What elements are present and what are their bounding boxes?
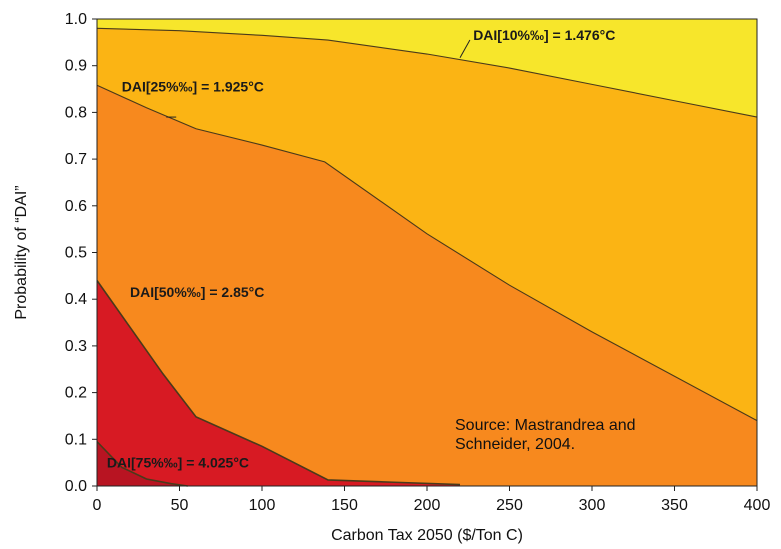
x-tick-label: 100 [249, 497, 276, 514]
threshold-annotation-0: DAI[10%‰] = 1.476°C [473, 27, 615, 43]
annotation-leader-0 [459, 39, 471, 59]
threshold-annotation-2: DAI[50%‰] = 2.85°C [130, 284, 264, 300]
boundary-line-4 [96, 441, 188, 487]
boundary-layer [96, 27, 758, 487]
x-axis-title: Carbon Tax 2050 ($/Ton C) [331, 527, 523, 544]
y-tick-label: 1.0 [65, 11, 87, 28]
x-tick-label: 250 [496, 497, 523, 514]
x-tick-label: 50 [171, 497, 189, 514]
x-tick-label: 0 [93, 497, 102, 514]
y-tick-label: 0.2 [65, 385, 87, 402]
y-tick-label: 0.6 [65, 198, 87, 215]
y-tick-label: 0.7 [65, 151, 87, 168]
y-tick-label: 0.5 [65, 245, 87, 262]
y-tick-label: 0.1 [65, 431, 87, 448]
boundary-line-3 [96, 280, 461, 486]
x-tick-label: 350 [661, 497, 688, 514]
area-fill-4 [97, 441, 188, 486]
y-tick-label: 0.9 [65, 58, 87, 75]
x-tick-label: 400 [744, 497, 771, 514]
y-tick-label: 0.4 [65, 291, 87, 308]
y-tick-label: 0.0 [65, 478, 87, 495]
threshold-annotation-1: DAI[25%‰] = 1.925°C [122, 78, 264, 94]
area-fill-3 [97, 280, 460, 486]
threshold-annotation-3: DAI[75%‰] = 4.025°C [107, 454, 249, 470]
x-tick-label: 300 [579, 497, 606, 514]
area-layer [97, 19, 757, 487]
annotation-layer: DAI[10%‰] = 1.476°C DAI[25%‰] = 1.925°C DA… [107, 27, 615, 470]
axes-layer: 0 50 100 150 200 250 300 350 400 0.0 0.1 0.2 0.3 0.4 0… [13, 11, 770, 544]
y-axis-title: Probability of “DAI” [13, 185, 30, 319]
y-tick-label: 0.8 [65, 104, 87, 121]
y-tick-label: 0.3 [65, 338, 87, 355]
x-tick-label: 150 [331, 497, 358, 514]
x-tick-label: 200 [414, 497, 441, 514]
source-note: Source: Mastrandrea and Schneider, 2004. [455, 417, 636, 453]
area-fill-2 [97, 85, 757, 486]
boundary-line-1 [96, 27, 758, 118]
boundary-line-2 [96, 84, 758, 422]
